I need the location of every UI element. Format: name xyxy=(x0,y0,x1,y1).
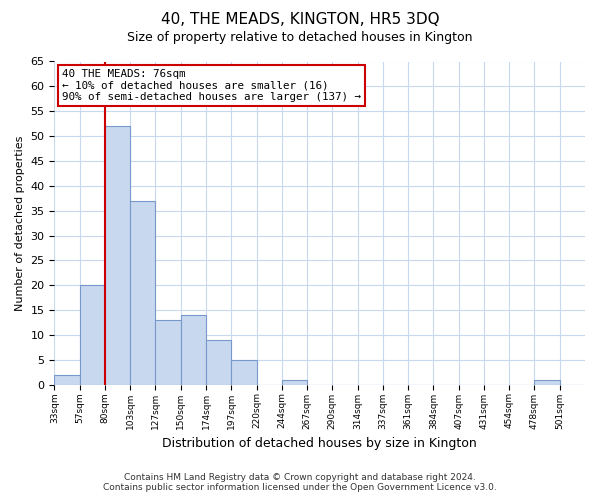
Bar xyxy=(105,126,130,384)
Bar xyxy=(130,200,155,384)
Bar xyxy=(282,380,307,384)
Bar xyxy=(155,320,181,384)
Text: 40, THE MEADS, KINGTON, HR5 3DQ: 40, THE MEADS, KINGTON, HR5 3DQ xyxy=(161,12,439,28)
Bar xyxy=(55,374,80,384)
Bar xyxy=(231,360,257,384)
Bar xyxy=(181,315,206,384)
Bar xyxy=(535,380,560,384)
Text: 40 THE MEADS: 76sqm
← 10% of detached houses are smaller (16)
90% of semi-detach: 40 THE MEADS: 76sqm ← 10% of detached ho… xyxy=(62,69,361,102)
Text: Contains HM Land Registry data © Crown copyright and database right 2024.
Contai: Contains HM Land Registry data © Crown c… xyxy=(103,473,497,492)
Text: Size of property relative to detached houses in Kington: Size of property relative to detached ho… xyxy=(127,31,473,44)
Bar xyxy=(80,285,105,384)
X-axis label: Distribution of detached houses by size in Kington: Distribution of detached houses by size … xyxy=(163,437,477,450)
Y-axis label: Number of detached properties: Number of detached properties xyxy=(15,136,25,311)
Bar xyxy=(206,340,231,384)
